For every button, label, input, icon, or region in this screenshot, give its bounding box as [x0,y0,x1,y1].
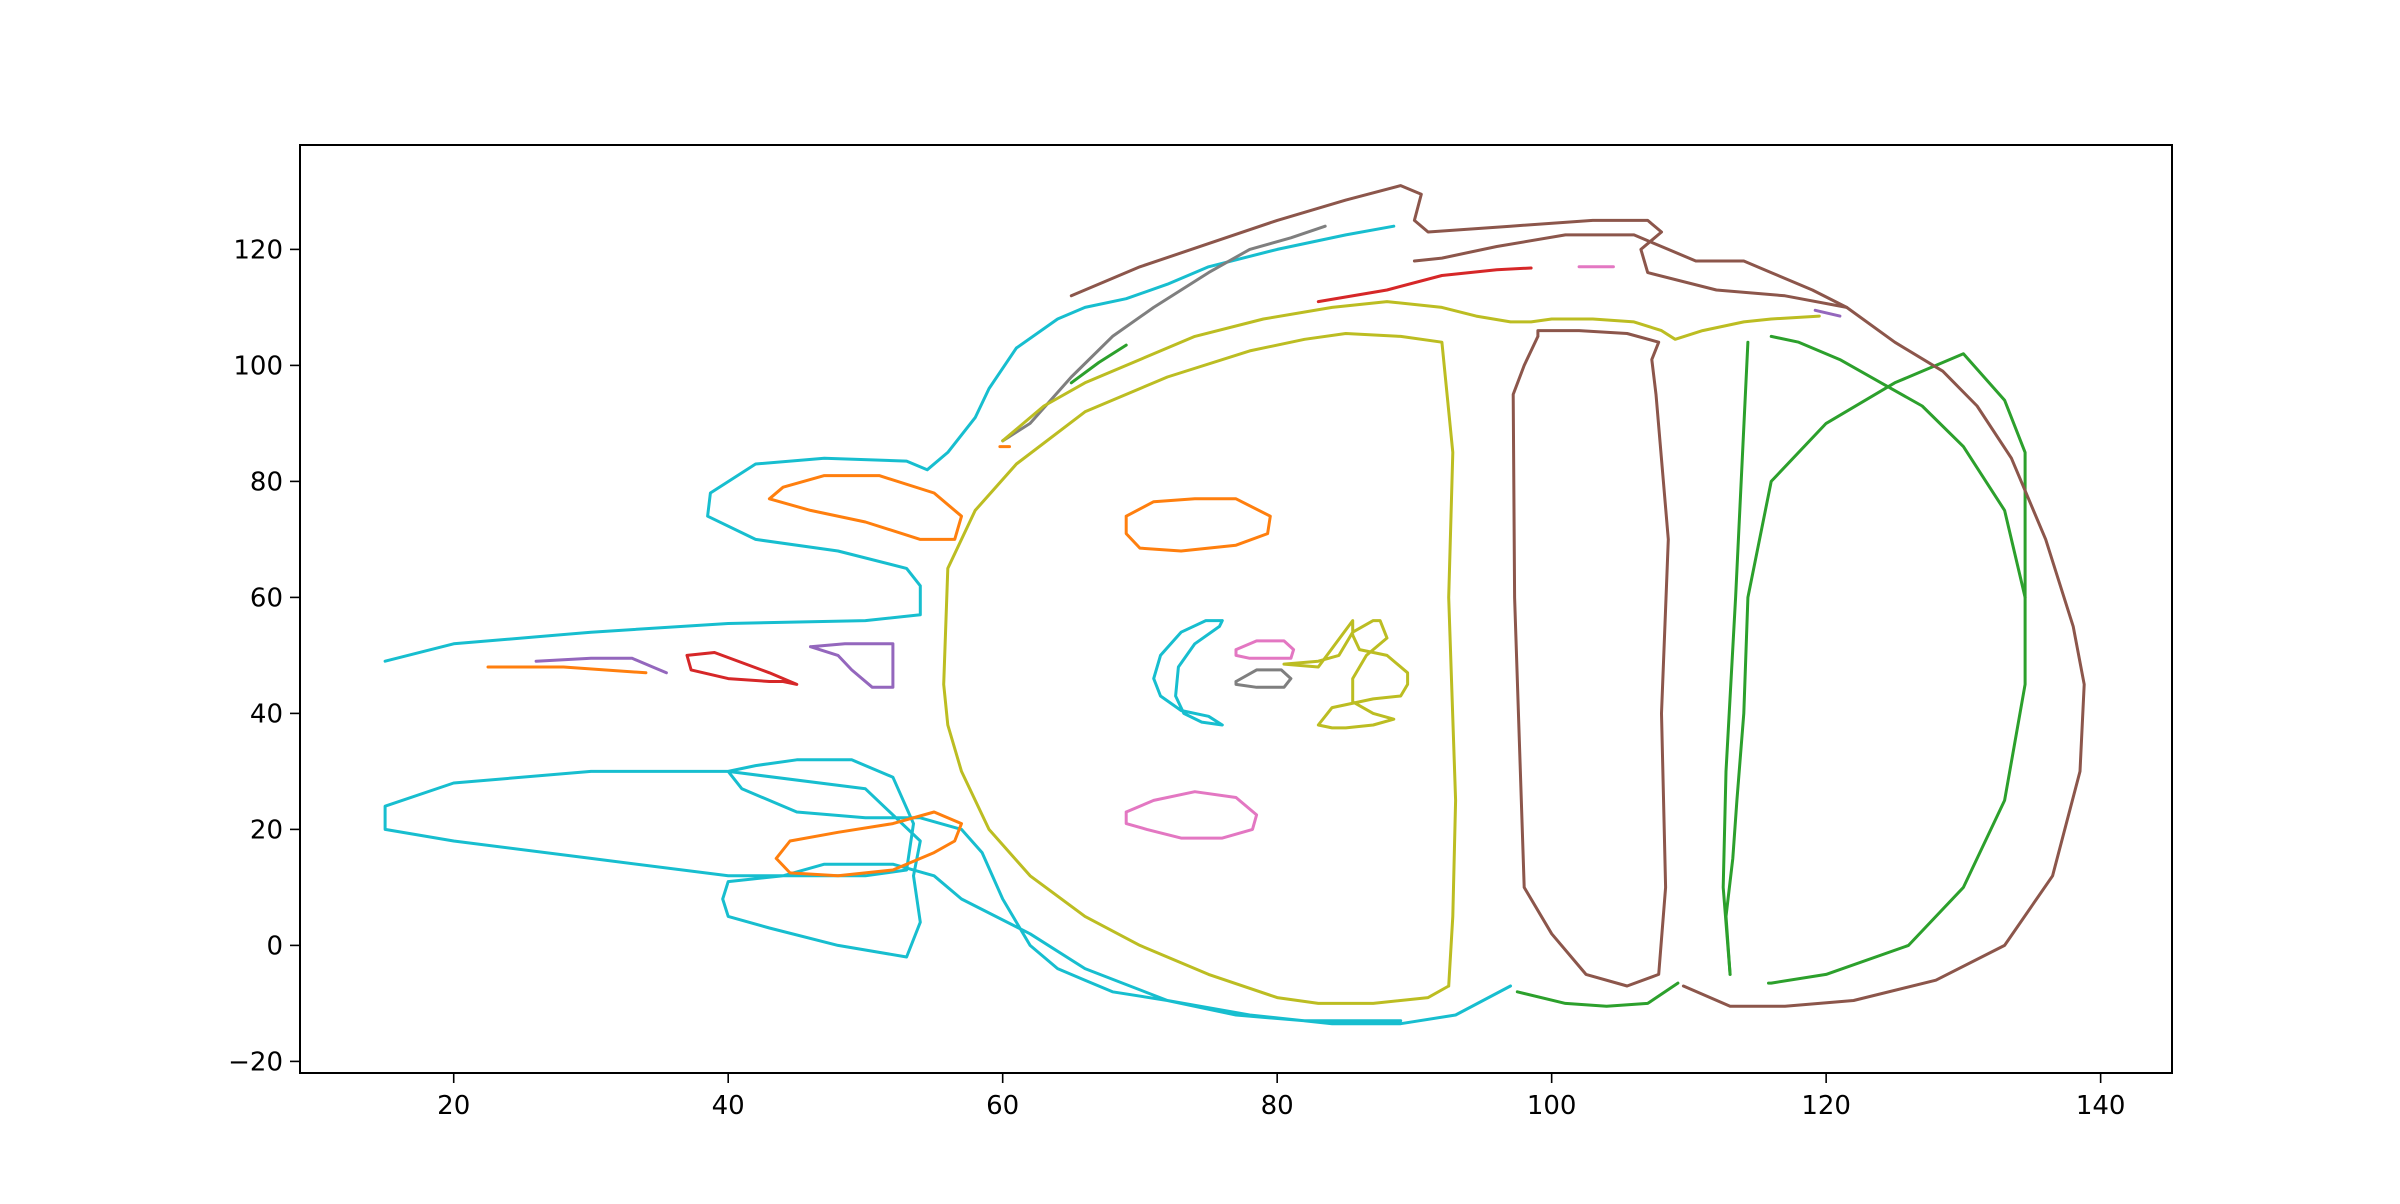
x-tick-label: 60 [986,1091,1019,1121]
series-line-6 [1124,497,1272,553]
x-tick-label: 100 [1527,1091,1577,1121]
series-line-12 [1515,981,1680,1008]
series-line-4 [767,474,963,541]
series-line-25 [1234,668,1293,689]
y-tick-label: 20 [250,815,283,845]
series-line-29 [1282,619,1410,730]
series-line-11 [1769,334,2027,599]
series-line-13 [1069,343,1128,385]
series-line-18 [1813,308,1842,318]
series-line-23 [1234,639,1296,660]
series-line-22 [1124,790,1259,840]
y-tick-label: 0 [266,931,283,961]
series-line-20 [1412,233,1849,309]
y-tick-label: 40 [250,699,283,729]
x-tick-label: 80 [1261,1091,1294,1121]
series-line-27 [1001,300,1821,443]
series-line-3 [1152,619,1224,727]
y-tick-label: 60 [250,583,283,613]
series-line-9 [1724,352,2027,985]
x-tick-label: 20 [437,1091,470,1121]
series-line-28 [942,332,1458,1005]
series-line-17 [809,642,895,689]
x-tick-label: 120 [1801,1091,1851,1121]
y-tick-label: 120 [233,235,283,265]
y-tick-label: −20 [228,1047,283,1077]
y-tick-label: 80 [250,467,283,497]
series-line-19 [1069,184,2086,1008]
series-line-15 [1316,266,1533,304]
series-layer [383,184,2086,1026]
series-line-5 [774,810,963,878]
series-line-2 [383,224,1396,663]
series-line-21 [1511,329,1670,988]
series-line-16 [534,656,668,675]
series-line-14 [685,651,799,686]
series-line-7 [486,665,648,675]
x-tick-label: 140 [2076,1091,2126,1121]
x-tick-label: 40 [712,1091,745,1121]
y-tick-label: 100 [233,351,283,381]
axes-layer: 20 40 60 80 100 120 140 −20 0 20 40 60 80 100 120 [228,144,2173,1121]
plot-frame [299,144,2173,1074]
series-line-1 [383,758,1512,1026]
series-line-10 [1721,340,1750,976]
